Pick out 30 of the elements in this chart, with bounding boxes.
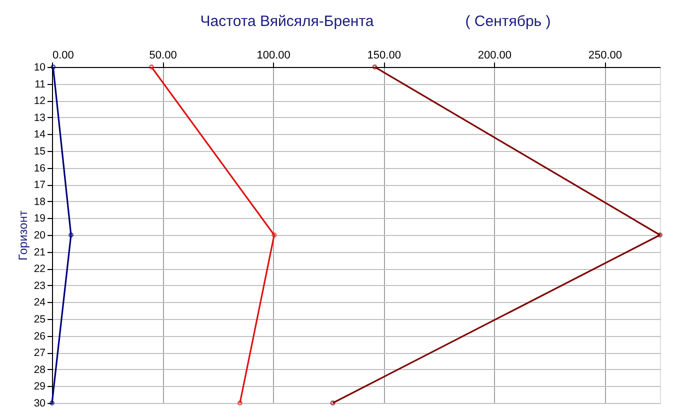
x-tick-label: 100.00 [256,50,290,62]
y-tick-label: 22 [34,263,46,276]
chart-subtitle: ( Сентябрь ) [465,13,551,30]
y-tick-label: 30 [34,398,46,410]
y-tick-label: 23 [34,280,46,292]
y-tick-label: 27 [34,347,46,360]
y-tick-label: 11 [34,78,46,90]
y-tick-label: 15 [34,146,46,158]
y-axis-title: Горизонт [16,210,30,260]
x-tick-label: 200.00 [478,50,512,62]
y-tick-label: 14 [34,128,46,141]
y-tick-label: 29 [34,380,46,393]
y-tick-label: 13 [34,112,46,124]
y-tick-label: 28 [34,364,46,376]
y-tick-label: 16 [34,162,46,174]
y-tick-label: 10 [34,62,46,74]
x-tick-label: 0.00 [52,50,74,62]
x-tick-label: 250.00 [588,50,622,62]
y-tick-label: 17 [34,179,46,192]
y-tick-label: 25 [34,314,46,326]
y-tick-label: 21 [34,246,46,258]
y-tick-label: 18 [34,196,46,208]
y-tick-label: 20 [34,230,46,242]
y-tick-label: 24 [34,296,46,309]
x-tick-label: 50.00 [149,50,177,62]
y-tick-label: 19 [34,212,46,225]
x-tick-label: 150.00 [367,50,401,62]
chart-title: Частота Вяйсяля-Брента [200,13,374,30]
y-tick-label: 12 [34,95,46,108]
y-tick-label: 26 [34,330,46,342]
